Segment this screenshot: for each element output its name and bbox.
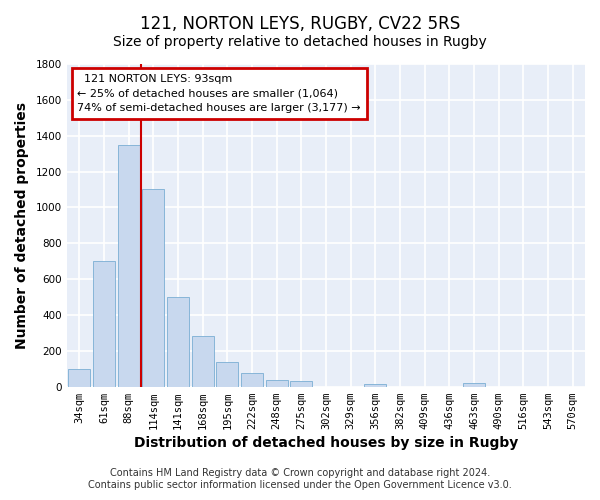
Text: Contains HM Land Registry data © Crown copyright and database right 2024.
Contai: Contains HM Land Registry data © Crown c… bbox=[88, 468, 512, 490]
Text: 121 NORTON LEYS: 93sqm  
← 25% of detached houses are smaller (1,064)
74% of sem: 121 NORTON LEYS: 93sqm ← 25% of detached… bbox=[77, 74, 361, 114]
Bar bbox=[191, 336, 214, 386]
Y-axis label: Number of detached properties: Number of detached properties bbox=[15, 102, 29, 349]
Bar bbox=[463, 383, 485, 386]
Bar bbox=[290, 382, 313, 386]
Bar bbox=[118, 144, 140, 386]
Text: 121, NORTON LEYS, RUGBY, CV22 5RS: 121, NORTON LEYS, RUGBY, CV22 5RS bbox=[140, 15, 460, 33]
Bar bbox=[241, 373, 263, 386]
Bar bbox=[216, 362, 238, 386]
Bar bbox=[142, 190, 164, 386]
Bar bbox=[68, 369, 91, 386]
Text: Size of property relative to detached houses in Rugby: Size of property relative to detached ho… bbox=[113, 35, 487, 49]
Bar bbox=[364, 384, 386, 386]
X-axis label: Distribution of detached houses by size in Rugby: Distribution of detached houses by size … bbox=[134, 436, 518, 450]
Bar bbox=[93, 261, 115, 386]
Bar bbox=[167, 297, 189, 386]
Bar bbox=[266, 380, 288, 386]
